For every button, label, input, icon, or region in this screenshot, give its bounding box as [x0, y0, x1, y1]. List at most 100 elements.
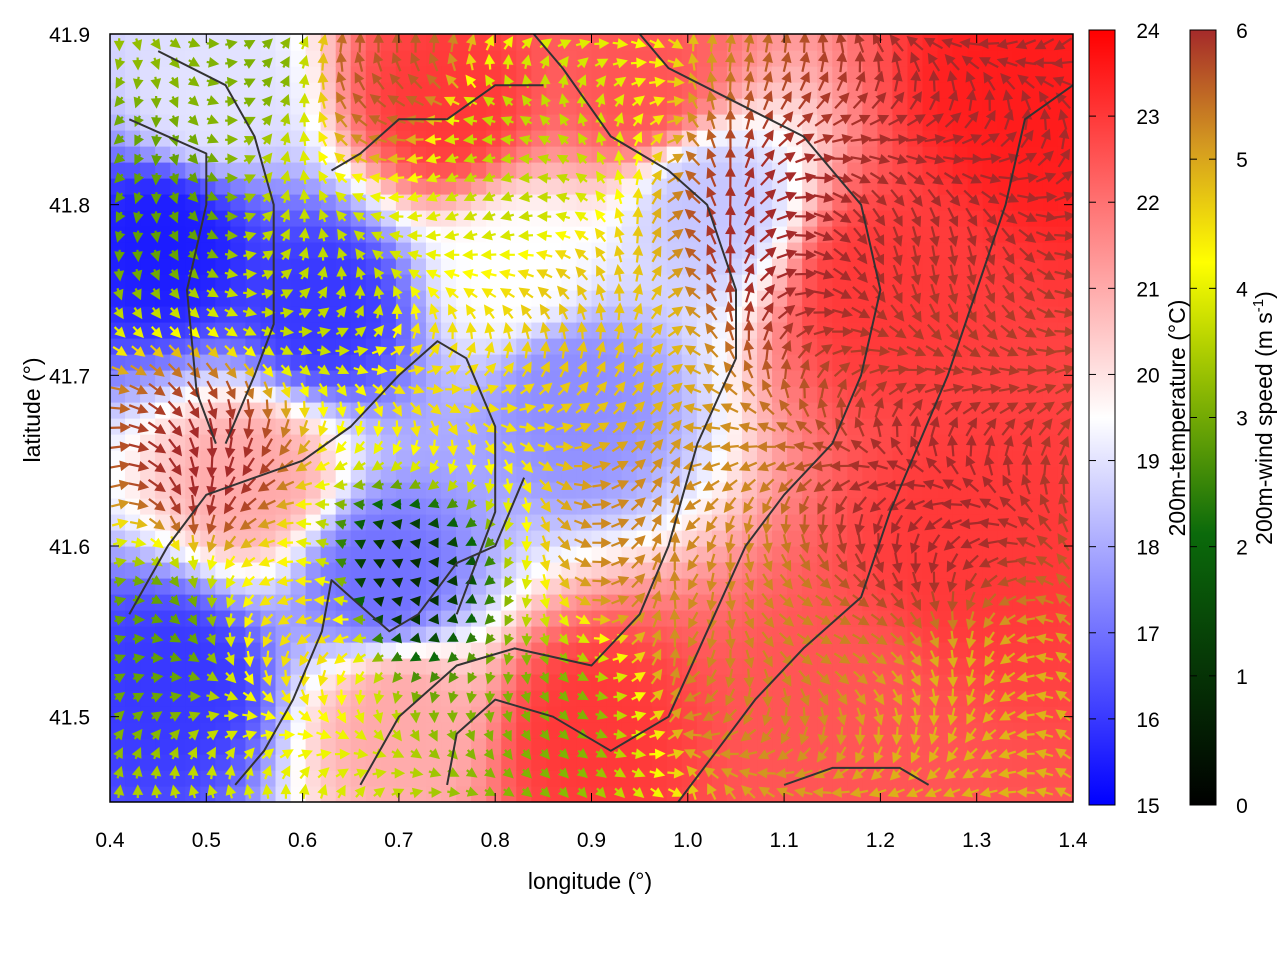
- temperature-cell: [486, 178, 502, 195]
- temperature-cell: [140, 530, 156, 547]
- wind-arrow: [113, 152, 126, 164]
- temperature-cell: [395, 754, 412, 771]
- temperature-cell: [456, 162, 472, 179]
- temperature-cell: [140, 722, 156, 739]
- temperature-cell: [245, 66, 262, 83]
- wind-arrow: [113, 710, 125, 722]
- temperature-cell: [305, 690, 322, 707]
- temperature-cell: [456, 130, 472, 147]
- temperature-cell: [636, 562, 653, 579]
- temperature-cell: [350, 370, 367, 387]
- temperature-cell: [471, 34, 487, 51]
- temperature-cell: [140, 162, 156, 179]
- temperature-cell: [621, 178, 638, 195]
- temperature-cell: [380, 706, 397, 723]
- wind-arrow: [557, 709, 570, 721]
- temperature-cell: [275, 562, 292, 579]
- temperature-cell: [471, 162, 487, 179]
- temperature-cell: [110, 546, 126, 563]
- temperature-cell: [380, 642, 397, 659]
- temperature-cell: [621, 370, 638, 387]
- temperature-cell: [215, 226, 231, 243]
- temperature-cell: [711, 290, 728, 307]
- temperature-cell: [155, 450, 171, 467]
- temperature-cell: [410, 754, 427, 771]
- temperature-cell: [772, 322, 788, 339]
- temperature-cell: [425, 178, 442, 195]
- temperature-cell: [200, 658, 216, 675]
- temperature-cell: [621, 98, 638, 115]
- temperature-cell: [230, 546, 247, 563]
- temperature-cell: [471, 642, 487, 659]
- temperature-cell: [395, 162, 412, 179]
- temperature-cell: [245, 546, 262, 563]
- temperature-cell: [711, 354, 728, 371]
- wind-arrow: [114, 172, 126, 184]
- temperature-cell: [215, 258, 231, 275]
- wind-arrow: [261, 57, 273, 69]
- temperature-cell: [140, 658, 156, 675]
- wind-arrow: [557, 748, 570, 760]
- temperature-cell: [380, 578, 397, 595]
- temperature-cell: [531, 594, 547, 611]
- temperature-cell: [215, 210, 231, 227]
- temperature-cell: [561, 546, 578, 563]
- temperature-cell: [335, 754, 352, 771]
- temperature-cell: [591, 754, 608, 771]
- temperature-cell: [576, 66, 593, 83]
- temperature-cell: [621, 578, 638, 595]
- temperature-cell: [395, 658, 412, 675]
- temperature-cell: [636, 82, 653, 99]
- temperature-cell: [275, 82, 292, 99]
- temperature-cell: [681, 754, 698, 771]
- temperature-cell: [305, 418, 322, 435]
- temperature-cell: [471, 178, 487, 195]
- temperature-cell: [531, 706, 547, 723]
- temperature-cell: [320, 82, 337, 99]
- temperature-cell: [591, 290, 608, 307]
- temperature-cell: [471, 514, 487, 531]
- temperature-cell: [546, 530, 563, 547]
- temperature-cell: [230, 162, 247, 179]
- temperature-cell: [621, 66, 638, 83]
- temperature-cell: [395, 194, 412, 211]
- temperature-cell: [501, 450, 517, 467]
- temperature-cell: [1012, 562, 1029, 579]
- temperature-cell: [561, 274, 578, 291]
- temperature-cell: [230, 178, 247, 195]
- temperature-cell: [155, 754, 171, 771]
- temperature-cell: [140, 786, 156, 802]
- temperature-cell: [140, 306, 156, 323]
- temperature-cell: [380, 546, 397, 563]
- temperature-cell: [350, 546, 367, 563]
- temperature-cell: [290, 258, 307, 275]
- temperature-cell: [561, 754, 578, 771]
- temperature-cell: [410, 562, 427, 579]
- temperature-cell: [305, 82, 322, 99]
- temperature-cell: [561, 594, 578, 611]
- temperature-cell: [501, 178, 517, 195]
- temperature-cell: [1012, 354, 1029, 371]
- temperature-cell: [621, 290, 638, 307]
- temperature-cell: [335, 546, 352, 563]
- temperature-cell: [395, 690, 412, 707]
- temperature-cell: [666, 82, 683, 99]
- temperature-cell: [140, 738, 156, 755]
- temperature-cell: [425, 274, 442, 291]
- temperature-cell: [471, 226, 487, 243]
- temperature-cell: [320, 178, 337, 195]
- temperature-cell: [606, 562, 623, 579]
- temperature-cell: [140, 754, 156, 771]
- temperature-cell: [576, 738, 593, 755]
- temperature-cell: [1012, 418, 1029, 435]
- temperature-cell: [576, 754, 593, 771]
- temperature-cell: [350, 178, 367, 195]
- temperature-cell: [546, 450, 563, 467]
- wind-arrow: [557, 671, 569, 683]
- temperature-cell: [651, 178, 668, 195]
- temperature-cell: [651, 274, 668, 291]
- temperature-cell: [606, 514, 623, 531]
- temperature-cell: [787, 514, 803, 531]
- temperature-cell: [681, 370, 698, 387]
- temperature-cell: [350, 354, 367, 371]
